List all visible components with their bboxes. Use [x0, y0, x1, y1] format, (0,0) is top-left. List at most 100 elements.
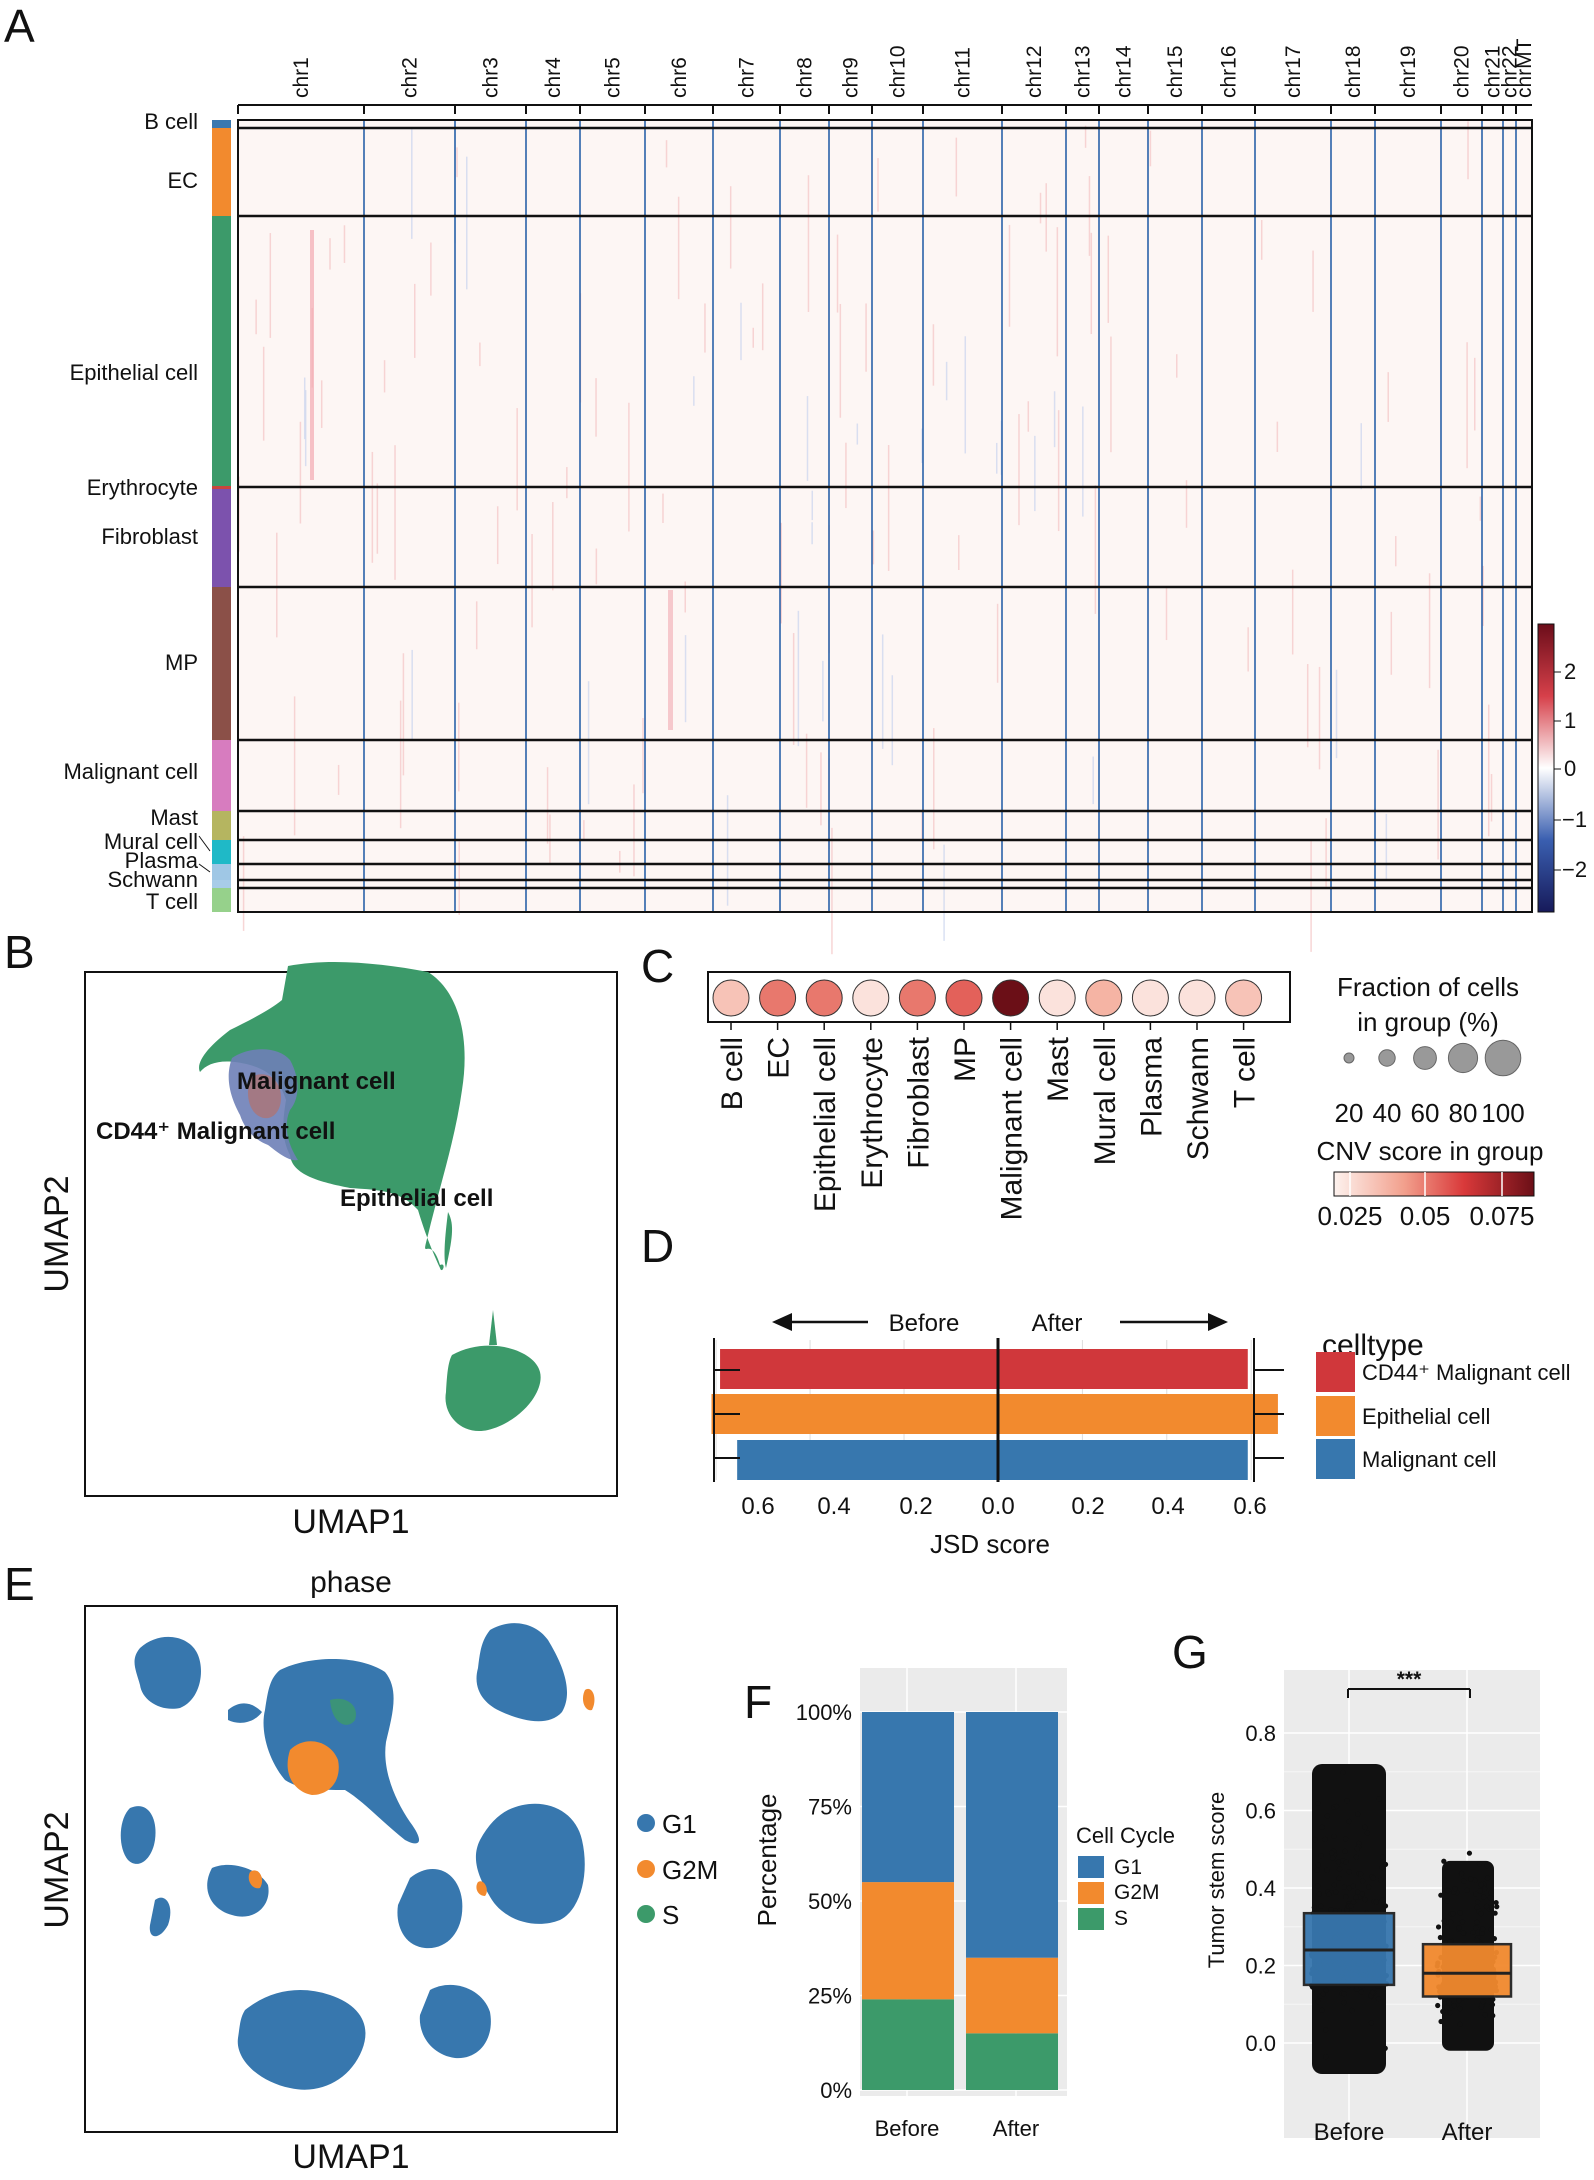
heatmap-streak: [1034, 435, 1036, 512]
stemscore-point: [1319, 1824, 1325, 1830]
chr-label-chr12: chr12: [1023, 45, 1046, 98]
heatmap-streak: [1428, 573, 1431, 689]
dotplot-label-2: Epithelial cell: [809, 1037, 842, 1212]
stemscore-point: [1379, 1897, 1385, 1903]
stemscore-point: [1333, 1803, 1340, 1810]
stemscore-point: [1343, 1859, 1349, 1865]
chr-label-chr15: chr15: [1164, 45, 1187, 98]
size-legend: 20 40 60 80 100: [1335, 1039, 1525, 1128]
group-label-2: Epithelial cell: [70, 360, 198, 385]
stemscore-point: [1488, 1926, 1494, 1933]
chr-label-chr4: chr4: [542, 57, 565, 98]
heatmap-streak: [807, 175, 810, 312]
stemscore-point: [1451, 2002, 1457, 2009]
heatmap-streak: [430, 242, 432, 296]
stemscore-point: [1452, 1885, 1458, 1892]
panel-label-d: D: [641, 1220, 674, 1272]
dotplot-category-labels: B cell EC Epithelial cell Erythrocyte Fibrob…: [716, 1022, 1262, 1220]
stemscore-point: [1444, 1898, 1450, 1904]
chr-label-chr19: chr19: [1397, 45, 1420, 98]
stemscore-point: [1312, 1836, 1318, 1843]
cnv-dot-6: [992, 979, 1030, 1017]
heatmap-streak: [1094, 485, 1097, 614]
chr-label-chr13: chr13: [1072, 45, 1095, 98]
stemscore-ylabel: Tumor stem score: [1204, 1792, 1229, 1968]
color-legend-title: CNV score in group: [1317, 1136, 1544, 1166]
heatmap-streak: [413, 283, 416, 358]
mural-connector: [198, 835, 211, 852]
jsd-tick-04-left: 0.4: [817, 1493, 850, 1520]
stemscore-point: [1484, 1875, 1491, 1881]
heatmap-streak: [394, 445, 396, 580]
jsd-legend-label-0: CD44⁺ Malignant cell: [1362, 1360, 1570, 1385]
panel-label-f: F: [744, 1676, 772, 1728]
stemscore-point: [1314, 1867, 1320, 1874]
stemscore-point: [1490, 2013, 1496, 2019]
heatmap-streak: [811, 490, 814, 521]
stemscore-point: [1491, 1936, 1498, 1942]
chr-label-chr5: chr5: [602, 57, 625, 98]
stemscore-point: [1343, 1894, 1349, 1900]
heatmap-streak: [399, 700, 402, 829]
chr-label-chrMT: chrMT: [1513, 38, 1536, 98]
heatmap-streak: [872, 530, 875, 565]
stemscore-point: [1474, 1919, 1480, 1925]
stemscore-point: [1488, 1889, 1494, 1896]
stemscore-point: [1341, 1884, 1347, 1890]
stemscore-point: [1489, 2002, 1496, 2008]
heatmap-streak: [792, 633, 795, 745]
stemscore-point: [1319, 2007, 1325, 2013]
stemscore-point: [1494, 1904, 1500, 1910]
heatmap-streak: [496, 506, 499, 565]
heatmap-streak: [583, 820, 585, 841]
heatmap-streak: [726, 795, 729, 906]
stemscore-point: [1470, 1929, 1476, 1936]
dotplot-label-11: T cell: [1229, 1037, 1262, 1108]
stemscore-point: [1444, 2004, 1450, 2010]
stemscore-point: [1357, 1871, 1364, 1877]
heatmap-streak: [1008, 224, 1011, 327]
heatmap-streak: [856, 423, 859, 445]
cellcycle-ytick-1: 75%: [808, 1795, 852, 1820]
group-strip-3: [212, 486, 231, 489]
chr-label-chr21: chr21: [1482, 45, 1505, 98]
epithelial-link: [489, 1310, 497, 1345]
group-label-1: EC: [167, 168, 198, 193]
heatmap-streak: [877, 158, 879, 212]
stemscore-point: [1437, 1934, 1443, 1941]
heatmap-streak: [628, 402, 630, 532]
chr-label-chr22: chr22: [1499, 45, 1522, 98]
heatmap-streak: [1090, 232, 1093, 335]
group-label-5: MP: [165, 650, 198, 675]
heatmap-streak: [831, 827, 833, 955]
annotation-cd44-malignant-cell: CD44⁺ Malignant cell: [96, 1118, 335, 1145]
stemscore-point: [1435, 2002, 1441, 2009]
legend-g1-label: G1: [662, 1809, 697, 1839]
group-strip-2: [212, 216, 231, 486]
jsd-bar-before-2: [737, 1440, 998, 1480]
jsd-bar-after-1: [998, 1394, 1278, 1434]
group-label-7: Mast: [150, 805, 198, 830]
heatmap-streak: [1360, 423, 1362, 490]
heatmap-streak: [811, 522, 813, 545]
group-strip-8: [212, 840, 231, 864]
heatmap-streak: [587, 681, 590, 805]
heatmap-streak: [1165, 587, 1168, 641]
chr-label-chr11: chr11: [952, 47, 975, 98]
stemscore-ytick-3: 0.2: [1245, 1954, 1276, 1979]
stemscore-point: [1360, 1878, 1366, 1884]
heatmap-streak: [780, 522, 782, 624]
chr1-amplification: [310, 230, 314, 480]
chr-label-chr6: chr6: [668, 57, 691, 98]
stemscore-point: [1353, 1986, 1360, 1992]
jsd-axis-ticks: 0.6 0.4 0.2 0.0 0.2 0.4 0.6: [741, 1493, 1266, 1520]
cluster-bottom: [237, 1990, 366, 2090]
heatmap-streak: [566, 467, 568, 499]
heatmap-streak: [1291, 569, 1294, 655]
jsd-legend-label-2: Malignant cell: [1362, 1447, 1497, 1472]
jsd-bar-after-2: [998, 1440, 1248, 1480]
stemscore-point: [1457, 2021, 1463, 2027]
heatmap-streak: [411, 649, 413, 741]
heatmap-streak: [262, 346, 265, 441]
heatmap-streak: [1045, 183, 1047, 252]
